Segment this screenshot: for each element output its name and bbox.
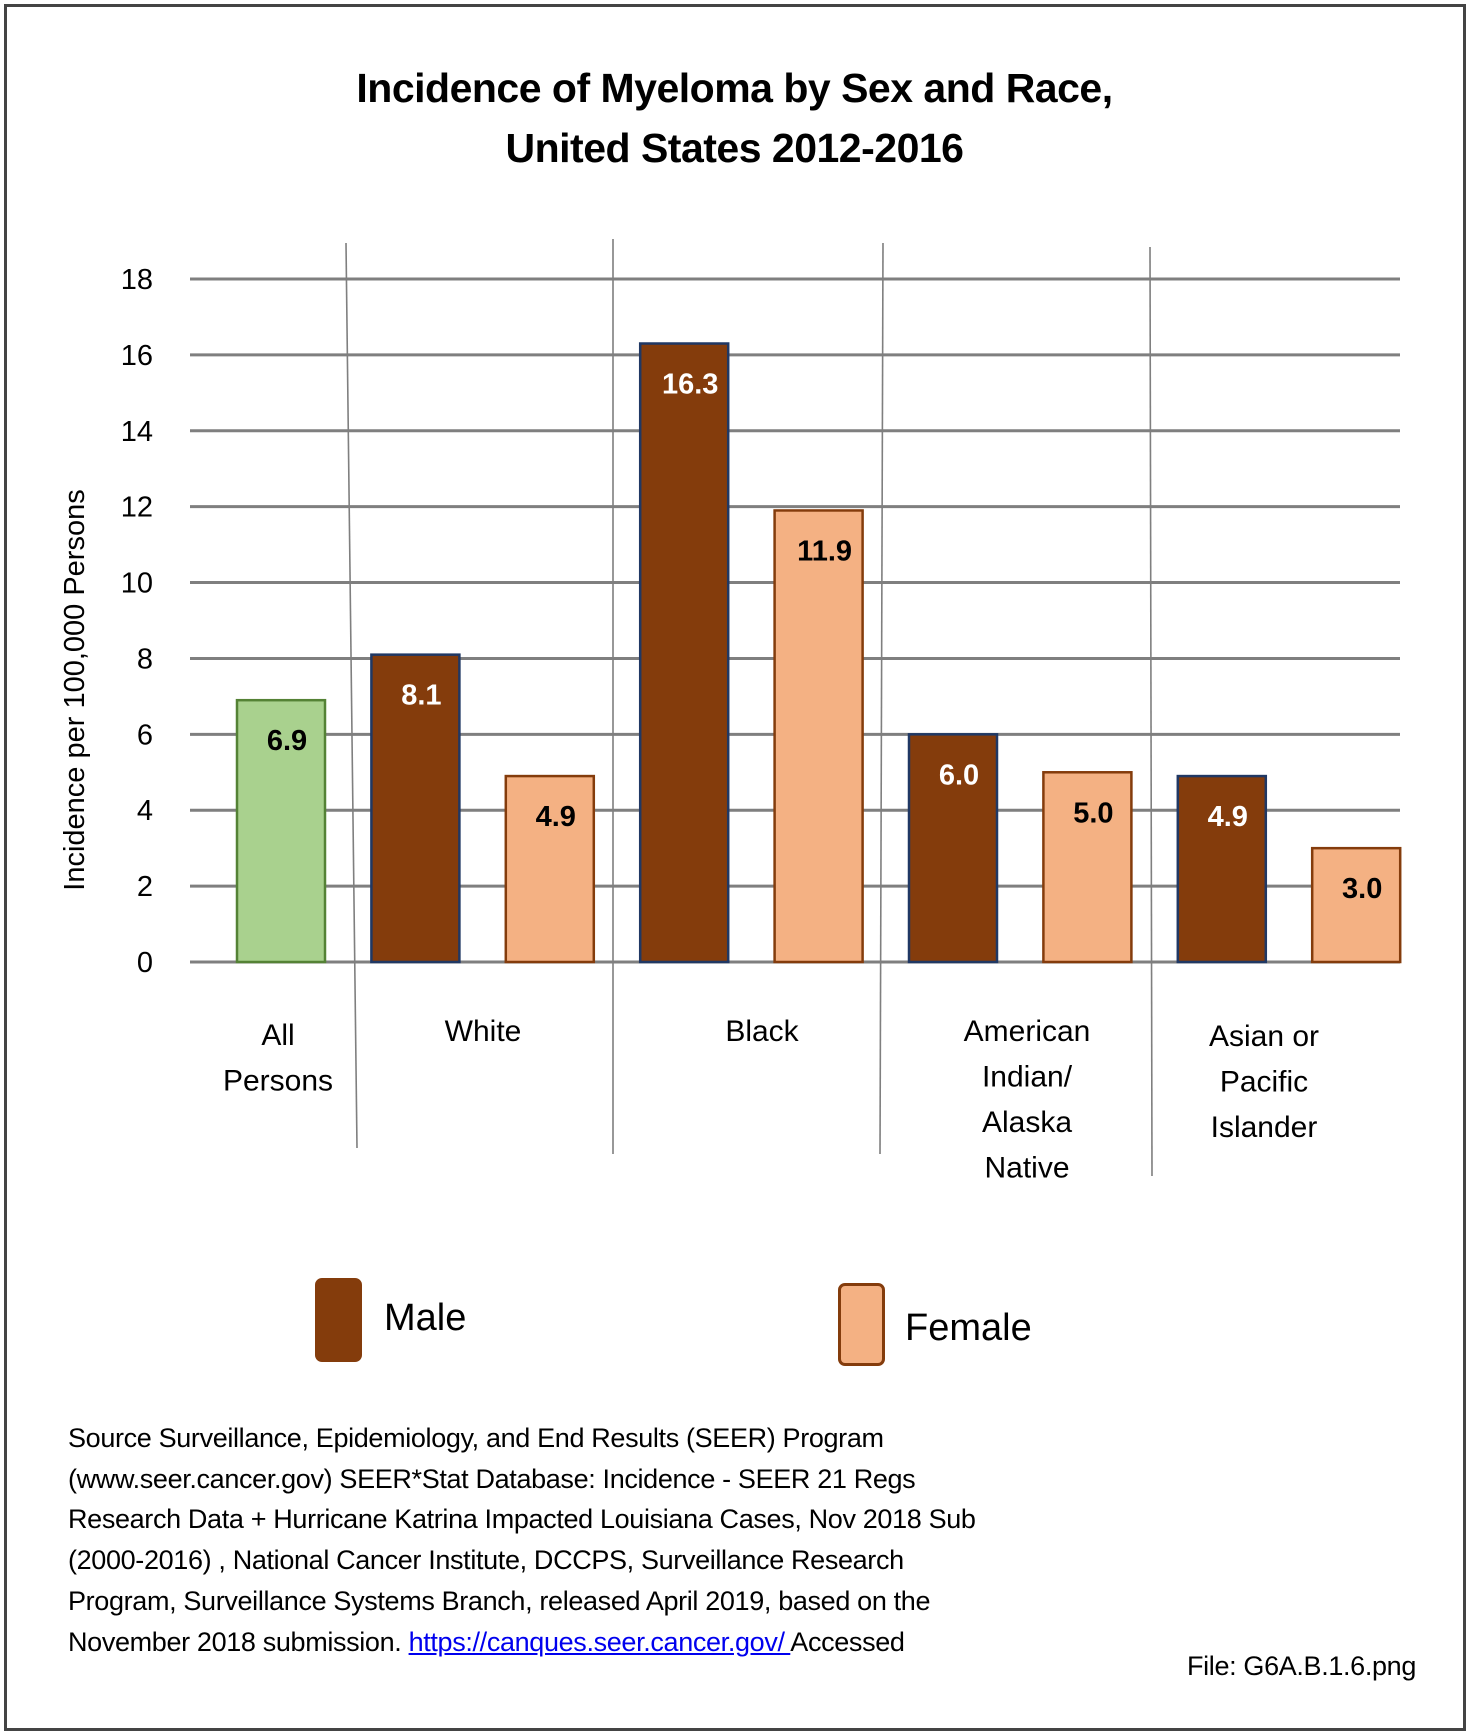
footnote-text: Accessed	[790, 1626, 905, 1657]
category-divider	[1149, 246, 1153, 1177]
category-labels: All Persons White Black American Indian/Alask…	[223, 1015, 1319, 1185]
footnote-text: November 2018 submission.	[68, 1626, 409, 1657]
y-tick-label: 12	[121, 492, 153, 524]
category-label: Alaska	[982, 1106, 1072, 1139]
y-tick-label: 6	[137, 719, 153, 751]
data-label: 11.9	[797, 535, 852, 567]
category-label: Pacific	[1220, 1066, 1308, 1099]
y-tick-label: 0	[137, 947, 153, 979]
bar-female	[773, 509, 864, 964]
data-label: 16.3	[662, 369, 718, 401]
category-divider	[345, 242, 358, 1149]
category-label: Persons	[223, 1065, 333, 1098]
category-label: Black	[725, 1015, 799, 1048]
category-divider	[879, 242, 884, 1155]
data-labels: 6.9 8.1 4.9 16.3 11.9 6.0 5.0 4.9 3.0	[267, 369, 1383, 906]
bars	[235, 342, 1402, 964]
file-name-label: File: G6A.B.1.6.png	[1187, 1651, 1416, 1681]
footnote-line: (2000-2016) , National Cancer Institute,…	[68, 1545, 904, 1576]
source-footnote: Source Surveillance, Epidemiology, and E…	[68, 1418, 1168, 1662]
y-tick-label: 4	[137, 795, 153, 827]
bar-female	[504, 774, 596, 964]
category-label: Islander	[1211, 1111, 1318, 1144]
y-tick-label: 14	[121, 416, 153, 448]
y-axis-title: Incidence per 100,000 Persons	[59, 489, 91, 890]
category-label: White	[445, 1015, 522, 1048]
data-label: 6.0	[939, 759, 979, 791]
y-tick-label: 10	[121, 568, 153, 600]
data-label: 4.9	[1208, 801, 1248, 833]
y-tick-label: 8	[137, 643, 153, 675]
y-axis-ticks: 0 2 4 6 8 10 12 14 16 18	[121, 264, 153, 979]
y-tick-label: 2	[137, 871, 153, 903]
category-label: Indian/	[982, 1061, 1073, 1094]
legend-female-swatch	[838, 1283, 885, 1366]
legend-male-swatch	[315, 1278, 362, 1362]
footnote-line: (www.seer.cancer.gov) SEER*Stat Database…	[68, 1463, 916, 1494]
bar-female	[1310, 846, 1402, 964]
seer-link[interactable]: https://canques.seer.cancer.gov/	[408, 1626, 791, 1657]
data-label: 4.9	[536, 801, 576, 833]
data-label: 5.0	[1073, 797, 1113, 829]
data-label: 6.9	[267, 725, 307, 757]
bar-all	[235, 698, 327, 964]
footnote-line-last: November 2018 submission. https://canque…	[68, 1622, 1168, 1663]
bar-male	[1176, 774, 1268, 964]
bar-male	[638, 342, 730, 964]
chart-title-line-2: United States 2012-2016	[505, 125, 964, 171]
bar-male	[370, 653, 461, 964]
legend-female-label: Female	[905, 1307, 1032, 1349]
footnote-line: Source Surveillance, Epidemiology, and E…	[68, 1423, 884, 1453]
bar-male	[907, 733, 999, 964]
category-label: All	[261, 1019, 294, 1052]
data-label: 8.1	[401, 680, 441, 712]
category-label: Asian or	[1209, 1020, 1319, 1053]
chart-title-line-1: Incidence of Myeloma by Sex and Race,	[356, 65, 1113, 111]
bar-female	[1042, 771, 1133, 964]
y-tick-label: 18	[121, 264, 153, 296]
footnote-line: Research Data + Hurricane Katrina Impact…	[68, 1504, 976, 1535]
category-label: Native	[984, 1152, 1069, 1185]
legend-male-label: Male	[384, 1297, 467, 1339]
footnote-line: Program, Surveillance Systems Branch, re…	[68, 1585, 931, 1616]
data-label: 3.0	[1342, 873, 1382, 905]
category-label: American	[964, 1015, 1091, 1048]
category-dividers	[345, 239, 1153, 1177]
y-tick-label: 16	[121, 340, 153, 372]
